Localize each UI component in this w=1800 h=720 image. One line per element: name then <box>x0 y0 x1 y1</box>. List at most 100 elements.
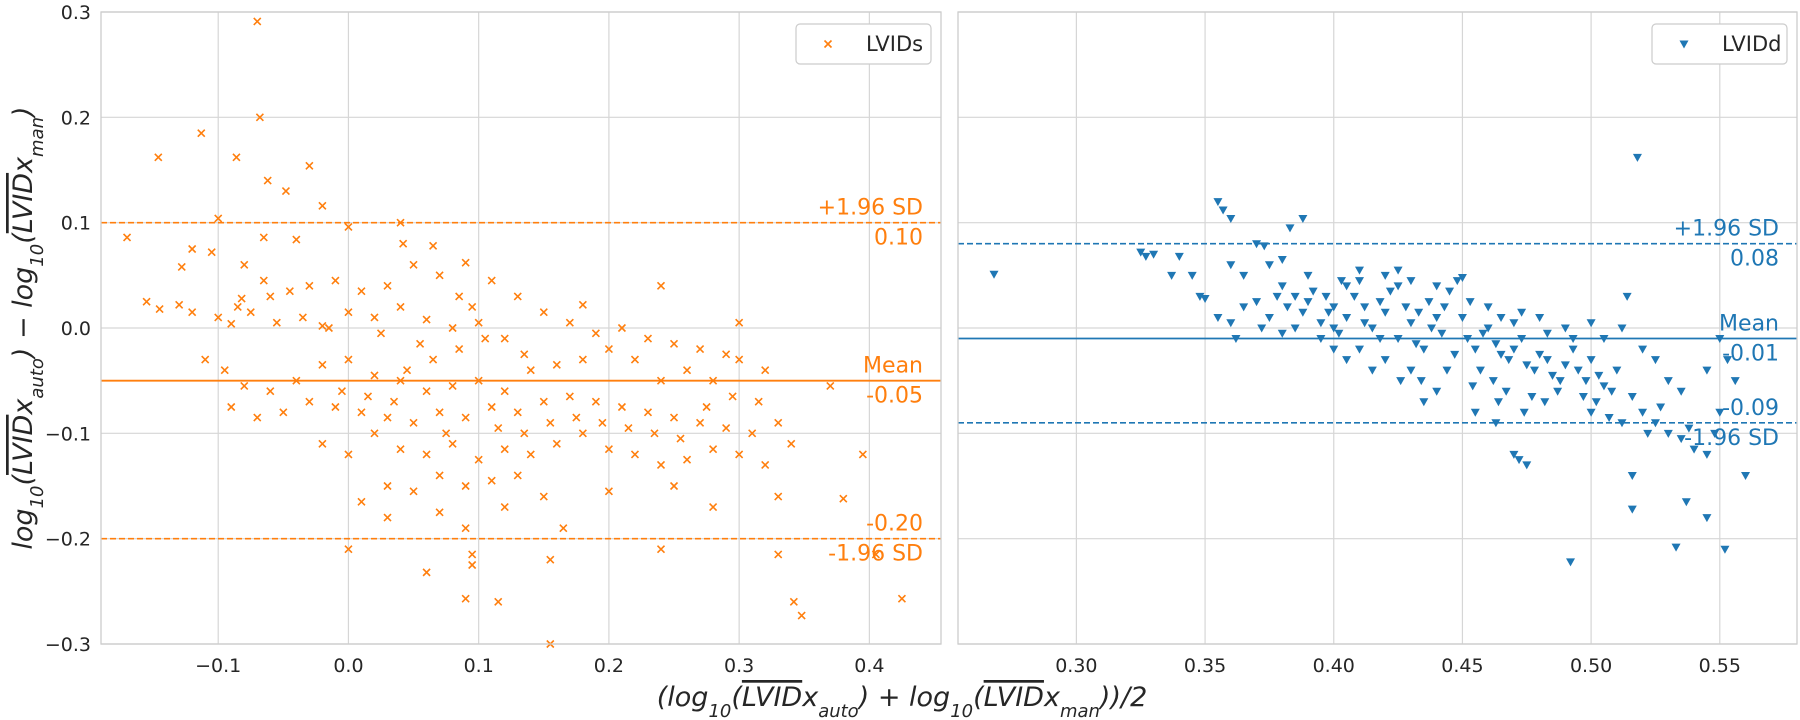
data-point <box>520 429 529 438</box>
data-point <box>1298 308 1308 317</box>
data-point <box>591 397 600 406</box>
data-point <box>1566 558 1576 567</box>
data-point <box>1581 377 1591 386</box>
data-point <box>1483 303 1493 312</box>
data-point <box>259 233 268 242</box>
data-point <box>1689 445 1699 454</box>
data-point <box>487 476 496 485</box>
data-point <box>448 323 457 333</box>
data-point <box>1465 298 1475 307</box>
data-point <box>237 294 246 303</box>
data-point <box>1548 371 1558 380</box>
data-point <box>122 233 132 242</box>
lvidd-panel: +1.96 SD 0.08 Mean -0.01 -0.09 -1.96 SD 0.30 0.… <box>957 11 1798 677</box>
data-point <box>565 392 574 401</box>
data-point <box>1411 340 1421 349</box>
data-point <box>207 248 216 257</box>
data-point <box>1324 308 1334 317</box>
data-point <box>344 450 353 459</box>
data-point <box>266 387 275 396</box>
data-point <box>1367 366 1377 375</box>
data-point <box>1336 277 1346 286</box>
y-tick-label: 0.2 <box>61 107 91 129</box>
data-point <box>461 524 470 533</box>
data-point <box>1650 419 1660 428</box>
data-point <box>1560 361 1570 370</box>
data-point <box>774 492 783 501</box>
data-point <box>1540 398 1550 407</box>
data-point <box>233 302 242 311</box>
x-tick-label: 0.45 <box>1441 655 1483 677</box>
data-point <box>266 292 275 301</box>
data-point <box>442 429 451 438</box>
y-tick-label: −0.3 <box>45 634 91 656</box>
y-tick-label: −0.1 <box>45 423 91 445</box>
y-tick-label: 0.0 <box>61 318 91 340</box>
upper-loa-label: +1.96 SD <box>1674 217 1779 242</box>
data-point <box>761 366 770 375</box>
data-point <box>344 355 353 364</box>
lvids-panel: +1.96 SD 0.10 Mean -0.05 -0.20 -1.96 SD −0.1 0.… <box>45 2 942 677</box>
data-point <box>1439 303 1449 312</box>
data-point <box>761 460 770 469</box>
x-tick-label: 0.4 <box>854 655 884 677</box>
data-point <box>1542 356 1552 365</box>
data-point <box>331 276 340 285</box>
data-point <box>429 241 438 250</box>
data-point <box>1522 361 1532 370</box>
data-point <box>1457 273 1467 282</box>
data-point <box>1586 319 1596 328</box>
x-tick-label: −0.1 <box>195 655 241 677</box>
data-point <box>474 376 483 385</box>
data-point <box>1406 277 1416 286</box>
data-point <box>1174 252 1184 261</box>
data-point <box>396 445 405 454</box>
data-point <box>871 550 880 559</box>
data-point <box>1591 398 1601 407</box>
data-point <box>1282 303 1292 312</box>
data-point <box>1622 292 1632 301</box>
data-point <box>281 187 290 196</box>
data-point <box>318 201 327 210</box>
upper-loa-value: 0.10 <box>874 226 923 251</box>
x-tick-label: 0.30 <box>1055 655 1097 677</box>
data-point <box>1334 329 1344 338</box>
data-point <box>552 439 561 448</box>
data-point <box>676 434 685 443</box>
data-point <box>1218 206 1228 215</box>
data-point <box>1442 366 1452 375</box>
data-point <box>1715 408 1725 417</box>
data-point <box>292 235 301 244</box>
data-point <box>1617 419 1627 428</box>
data-point <box>399 239 408 248</box>
data-point <box>1656 403 1666 412</box>
data-point <box>1457 313 1467 322</box>
data-point <box>669 339 679 348</box>
data-point <box>787 439 796 448</box>
upper-loa-label: +1.96 SD <box>818 196 923 221</box>
data-point <box>669 413 679 422</box>
data-point <box>1568 335 1578 344</box>
data-point <box>565 318 574 327</box>
data-point <box>1617 324 1627 333</box>
data-point <box>1213 313 1223 322</box>
data-point <box>591 329 600 338</box>
data-point <box>1488 377 1498 386</box>
data-point <box>1522 461 1532 470</box>
data-point <box>285 287 294 296</box>
data-point <box>1710 429 1720 438</box>
data-point <box>1632 153 1642 162</box>
data-point <box>1427 324 1437 333</box>
data-point <box>1432 313 1442 322</box>
data-point <box>409 487 418 496</box>
data-point <box>259 276 268 285</box>
upper-loa-value: 0.08 <box>1730 247 1779 272</box>
data-point <box>1527 392 1537 401</box>
data-point <box>1226 319 1236 328</box>
data-point <box>1149 250 1159 259</box>
y-tick-label: 0.3 <box>61 2 91 24</box>
mean-label: Mean <box>1719 312 1779 337</box>
data-point <box>1285 224 1295 233</box>
lower-loa-value: -0.20 <box>866 512 923 537</box>
